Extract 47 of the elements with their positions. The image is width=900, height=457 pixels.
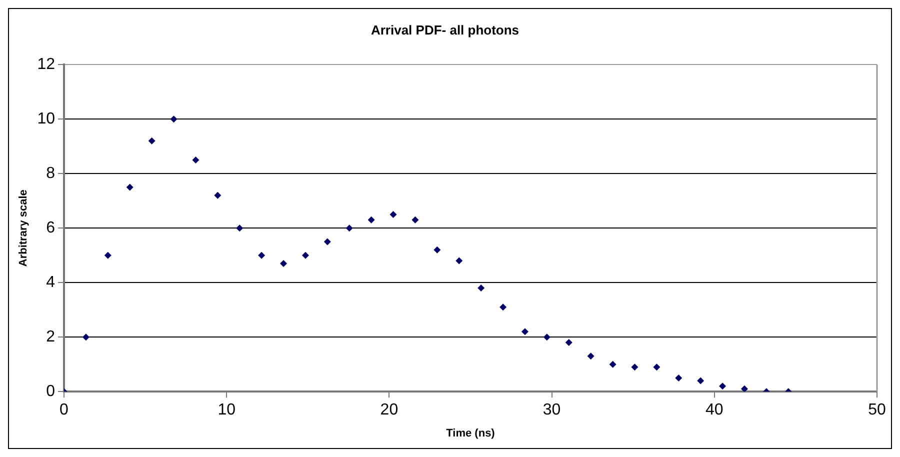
point [324,238,331,246]
point [587,352,594,360]
y-tick-label: 4 [46,274,56,292]
point [500,304,507,311]
point [521,328,528,336]
point [258,252,266,259]
point [740,385,748,392]
x-tick-label: 0 [60,402,69,419]
y-tick-label: 0 [46,383,56,400]
x-tick-label: 40 [706,402,724,419]
point [82,334,90,341]
point [346,224,353,232]
point [170,116,178,123]
point [214,192,222,199]
point [368,216,375,224]
point [434,246,441,254]
point [126,184,134,191]
point [412,216,419,224]
y-tick-label: 2 [46,328,56,346]
x-tick-label: 50 [868,402,886,419]
x-tick-label: 10 [218,402,236,419]
point [236,224,244,232]
point [148,137,156,144]
y-tick-label: 6 [46,220,56,237]
point [675,374,682,382]
point [478,284,485,292]
point [697,377,704,384]
point [302,252,309,259]
point [565,339,572,346]
point [543,334,550,341]
y-tick-label: 10 [37,110,56,128]
point [653,364,660,371]
y-tick-label: 12 [37,56,56,74]
point [280,260,288,268]
point [390,210,397,218]
point [719,382,726,390]
point [104,252,112,259]
x-tick-label: 20 [380,402,398,419]
x-axis-title: Time (ns) [446,427,496,440]
point [192,156,200,164]
chart-title: Arrival PDF- all photons [370,22,520,38]
x-tick-label: 30 [542,402,561,419]
point [609,360,616,368]
point [631,364,638,371]
point [456,257,463,264]
y-axis-title: Arbitrary scale [18,190,30,267]
y-tick-label: 8 [46,165,56,182]
